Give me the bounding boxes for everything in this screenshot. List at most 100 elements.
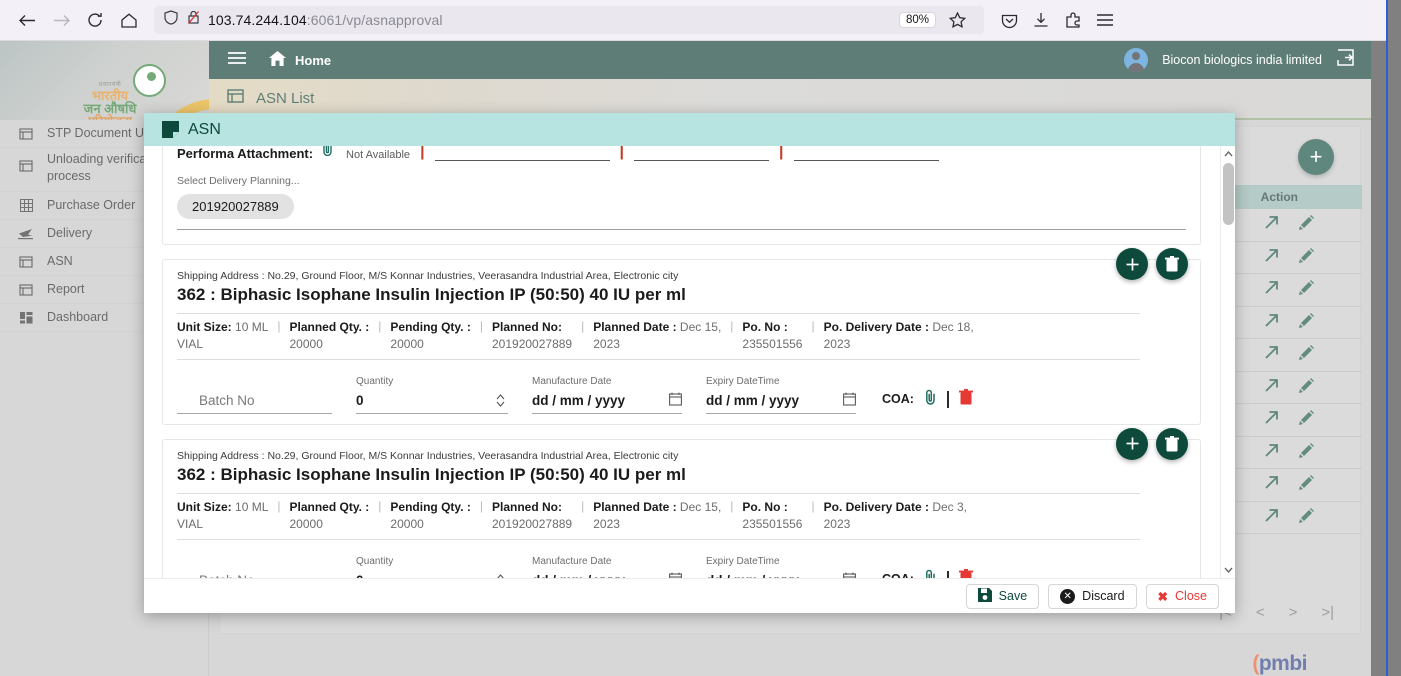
quantity-stepper[interactable]	[496, 394, 508, 408]
meta-value-2: 201920027889	[492, 517, 573, 532]
sidebar-item-asn[interactable]: ASN	[0, 248, 208, 276]
expiry-datetime-field[interactable]: Expiry DateTime dd / mm / yyyy	[706, 556, 856, 578]
pagination-last[interactable]: >|	[1321, 604, 1334, 621]
edit-pencil-icon[interactable]	[1299, 475, 1314, 495]
quantity-stepper[interactable]	[496, 574, 508, 578]
paperclip-icon[interactable]	[321, 146, 334, 161]
pagination-prev[interactable]: <	[1255, 604, 1265, 621]
sidebar-item-purchase-order[interactable]: Purchase Order	[0, 192, 208, 220]
meta-key: Po. No :	[742, 320, 788, 334]
paperclip-icon[interactable]	[924, 569, 937, 578]
browser-nav-buttons	[0, 5, 144, 35]
sidebar-item-report[interactable]: Report	[0, 276, 208, 304]
meta-cell: Unit Size: 10 ML VIAL	[177, 319, 268, 354]
sidebar-item-stp-document-upload[interactable]: STP Document Uplo	[0, 120, 208, 148]
batch-no-placeholder: Batch No	[199, 393, 255, 409]
add-asn-button[interactable]: +	[1298, 139, 1334, 175]
expiry-datetime-field[interactable]: Expiry DateTime dd / mm / yyyy	[706, 376, 856, 414]
zoom-level-badge[interactable]: 80%	[898, 12, 936, 28]
edit-pencil-icon[interactable]	[1299, 410, 1314, 430]
delete-batch-icon[interactable]	[958, 388, 973, 410]
sidebar-item-dashboard[interactable]: Dashboard	[0, 304, 208, 332]
sidebar-item-label: Report	[47, 282, 85, 297]
manufacture-date-value: dd / mm / yyyy	[532, 573, 625, 578]
home-nav-button[interactable]: Home	[269, 51, 331, 69]
hidden-field-3[interactable]	[793, 150, 939, 161]
batch-no-field[interactable]: Batch No	[177, 376, 332, 414]
calendar-icon[interactable]	[669, 392, 682, 409]
product-card: Shipping Address : No.29, Ground Floor, …	[162, 248, 1201, 425]
batch-fields-row: Batch No Quantity 0 Manufacture Date dd / mm…	[177, 556, 1186, 578]
manufacture-date-field[interactable]: Manufacture Date dd / mm / yyyy	[532, 376, 682, 414]
calendar-icon[interactable]	[669, 572, 682, 578]
manufacture-date-field[interactable]: Manufacture Date dd / mm / yyyy	[532, 556, 682, 578]
meta-value: 10 ML	[235, 320, 269, 334]
sidebar-item-delivery[interactable]: Delivery	[0, 220, 208, 248]
open-external-icon[interactable]	[1264, 475, 1279, 495]
performa-attachment-label: Performa Attachment:	[177, 146, 314, 161]
modal-scrollbar[interactable]	[1220, 146, 1235, 578]
calendar-icon[interactable]	[843, 392, 856, 409]
edit-pencil-icon[interactable]	[1299, 312, 1314, 333]
hidden-field-1[interactable]	[434, 150, 610, 161]
topbar-right-cluster: Biocon biologics india limited	[1124, 48, 1371, 72]
avatar[interactable]	[1124, 48, 1149, 72]
logout-icon[interactable]	[1336, 48, 1355, 72]
edit-pencil-icon[interactable]	[1299, 345, 1314, 365]
quantity-field[interactable]: Quantity 0	[356, 376, 508, 414]
open-external-icon[interactable]	[1264, 215, 1279, 235]
scroll-down-icon[interactable]	[1221, 562, 1236, 578]
reload-icon[interactable]	[80, 5, 110, 35]
star-icon[interactable]	[942, 5, 972, 35]
open-external-icon[interactable]	[1264, 313, 1279, 333]
open-external-icon[interactable]	[1264, 280, 1279, 300]
edit-pencil-icon[interactable]	[1299, 280, 1314, 300]
edit-pencil-icon[interactable]	[1299, 442, 1314, 463]
scrollbar-thumb[interactable]	[1223, 163, 1234, 225]
pocket-icon[interactable]	[994, 5, 1024, 35]
scroll-up-icon[interactable]	[1221, 146, 1235, 162]
hidden-field-2[interactable]	[634, 150, 770, 161]
edit-pencil-icon[interactable]	[1299, 215, 1314, 235]
download-icon[interactable]	[1026, 5, 1056, 35]
pagination-next[interactable]: >	[1288, 604, 1298, 621]
logo-line-1: प्रधानमंत्री	[99, 82, 121, 88]
hamburger-menu-icon[interactable]	[1090, 5, 1120, 35]
open-external-icon[interactable]	[1264, 378, 1279, 398]
calendar-icon[interactable]	[843, 572, 856, 578]
delete-product-button[interactable]	[1156, 427, 1188, 460]
edit-pencil-icon[interactable]	[1299, 507, 1314, 528]
edit-pencil-icon[interactable]	[1299, 377, 1314, 398]
open-external-icon[interactable]	[1264, 248, 1279, 268]
delete-product-button[interactable]	[1156, 248, 1188, 280]
open-external-icon[interactable]	[1264, 508, 1279, 528]
field-divider: |	[779, 146, 784, 160]
edit-pencil-icon[interactable]	[1299, 247, 1314, 268]
open-external-icon[interactable]	[1264, 443, 1279, 463]
open-external-icon[interactable]	[1264, 410, 1279, 430]
sidebar-item-unloading-verification-process[interactable]: Unloading verification process	[0, 148, 208, 192]
quantity-field[interactable]: Quantity 0	[356, 556, 508, 578]
field-divider: |	[619, 146, 625, 160]
delivery-planning-chip[interactable]: 201920027889	[177, 194, 294, 219]
paperclip-icon[interactable]	[924, 389, 937, 410]
delete-batch-icon[interactable]	[958, 568, 973, 578]
add-batch-button[interactable]	[1116, 248, 1148, 280]
shield-icon[interactable]	[164, 10, 178, 30]
sidebar-toggle-icon[interactable]	[227, 51, 247, 70]
home-icon[interactable]	[114, 5, 144, 35]
close-button[interactable]: ✖ Close	[1145, 583, 1219, 609]
address-bar[interactable]: 103.74.244.104:6061/vp/asnapproval 80%	[154, 6, 984, 34]
field-divider: |	[420, 146, 425, 160]
discard-button[interactable]: ✕ Discard	[1048, 583, 1137, 609]
extensions-icon[interactable]	[1058, 5, 1088, 35]
back-arrow-icon[interactable]	[12, 5, 42, 35]
open-external-icon[interactable]	[1264, 345, 1279, 365]
meta-value-2: 20000	[390, 517, 424, 532]
batch-no-field[interactable]: Batch No	[177, 556, 332, 578]
add-batch-button[interactable]	[1116, 427, 1148, 460]
home-icon	[269, 51, 286, 69]
save-button[interactable]: Save	[965, 583, 1040, 609]
broken-lock-icon[interactable]	[187, 10, 200, 30]
shipping-address: Shipping Address : No.29, Ground Floor, …	[177, 270, 679, 282]
